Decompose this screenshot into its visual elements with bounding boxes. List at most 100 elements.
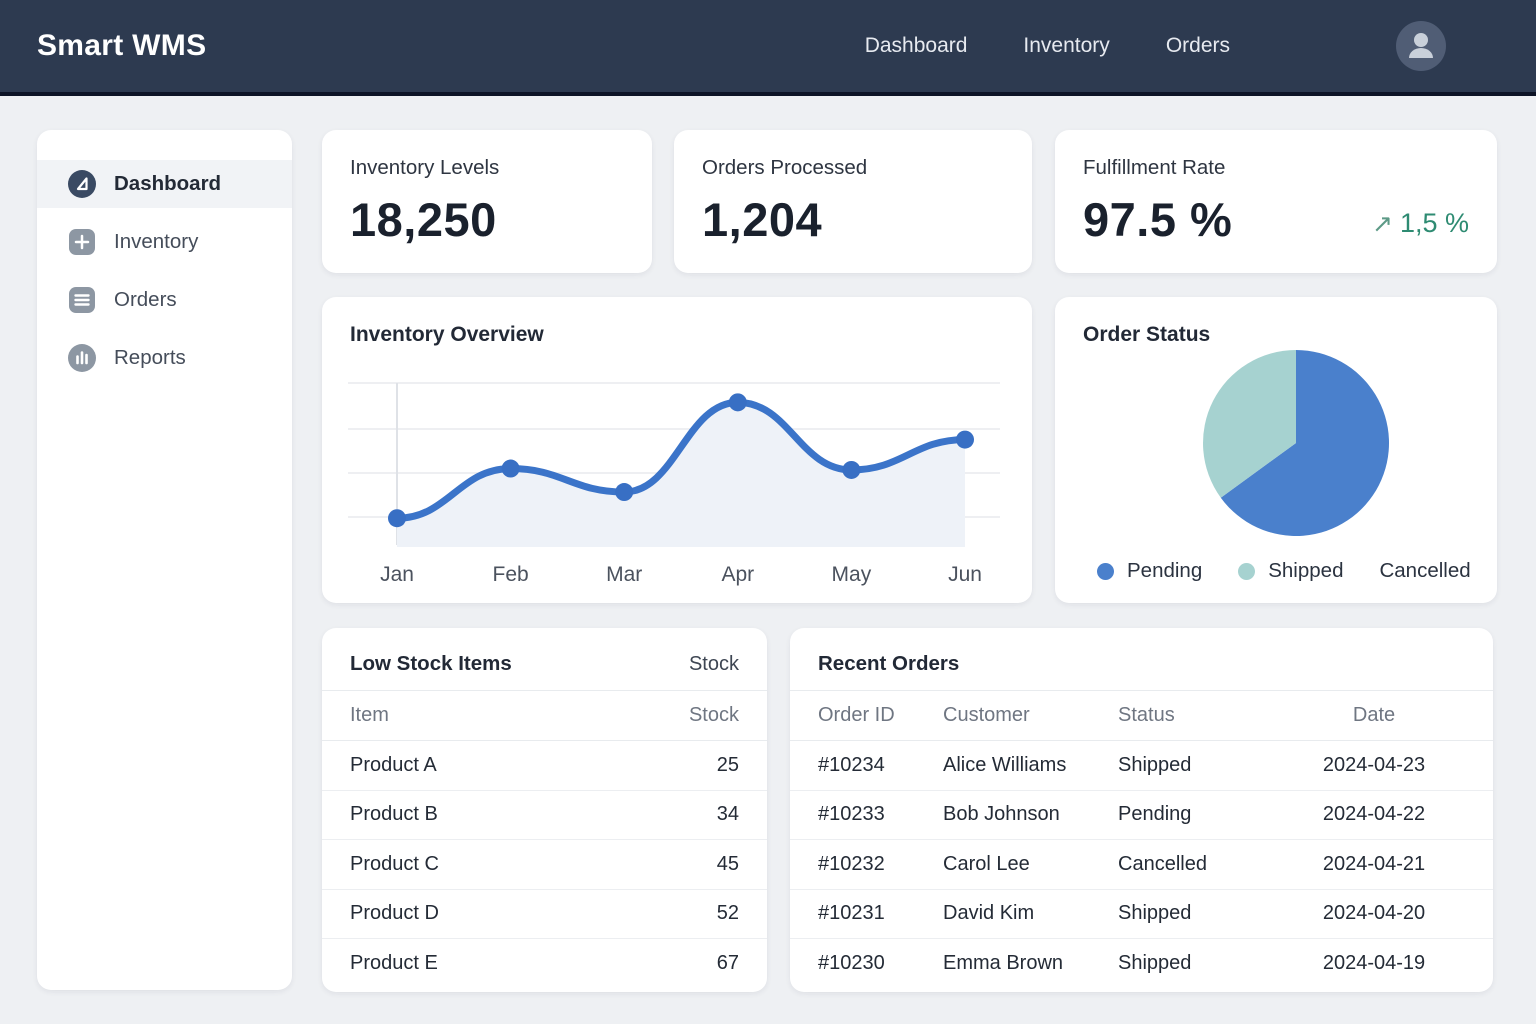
pie-slice-shipped	[1203, 350, 1296, 498]
sidebar-item-orders[interactable]: Orders	[37, 276, 292, 324]
table-row: Product E 67	[322, 939, 767, 988]
nav-dashboard[interactable]: Dashboard	[864, 34, 968, 57]
table-row: #10233 Bob Johnson Pending 2024-04-22	[790, 791, 1493, 840]
stat-card-orders-processed: Orders Processed 1,204	[674, 130, 1032, 273]
user-avatar[interactable]	[1396, 21, 1446, 71]
table-cell: 34	[716, 803, 739, 826]
sidebar-item-label: Inventory	[114, 230, 199, 253]
x-axis-label: May	[832, 563, 872, 586]
table-cell: 2024-04-23	[1322, 753, 1426, 776]
table-cell: Product D	[350, 902, 439, 925]
table-cell: 45	[716, 852, 739, 875]
x-axis-label: Feb	[493, 563, 529, 586]
table-cell: Cancelled	[1118, 852, 1207, 875]
x-axis-label: Jun	[948, 563, 982, 586]
chart-title: Inventory Overview	[350, 323, 544, 346]
column-header-order-id: Order ID	[818, 704, 895, 726]
table-cell: 67	[716, 951, 739, 974]
table-row: #10234 Alice Williams Shipped 2024-04-23	[790, 741, 1493, 791]
table-cell: #10234	[818, 753, 885, 776]
table-cell: Product A	[350, 753, 437, 776]
top-navigation-bar: Smart WMS Dashboard Inventory Orders	[0, 0, 1536, 96]
table-cell: Shipped	[1118, 902, 1192, 925]
recent-orders-rows: #10234 Alice Williams Shipped 2024-04-23 #10…	[790, 741, 1493, 988]
table-cell: Pending	[1118, 803, 1192, 826]
legend-label: Shipped	[1268, 559, 1344, 582]
recent-orders-card: Recent Orders Order ID Customer Status D…	[790, 628, 1493, 992]
table-cell: Emma Brown	[943, 951, 1064, 974]
sidebar-item-reports[interactable]: Reports	[37, 334, 292, 382]
sidebar-item-label: Orders	[114, 288, 177, 311]
table-cell: 2024-04-21	[1322, 852, 1426, 875]
table-cell: Alice Williams	[943, 753, 1067, 776]
x-axis-label: Jan	[380, 563, 414, 586]
table-cell: 25	[716, 753, 739, 776]
legend-item-cancelled: Cancelled	[1379, 559, 1470, 583]
stat-delta: ↗ 1,5 %	[1372, 208, 1469, 239]
x-axis-label: Mar	[606, 563, 642, 586]
sidebar-item-label: Reports	[114, 346, 186, 369]
sidebar-item-inventory[interactable]: Inventory	[37, 218, 292, 266]
table-cell: #10230	[818, 951, 885, 974]
nav-inventory[interactable]: Inventory	[1023, 34, 1110, 57]
top-nav: Dashboard Inventory Orders	[865, 34, 1230, 58]
column-header-stock: Stock	[688, 704, 739, 726]
table-cell: Product B	[350, 803, 438, 826]
column-header-date: Date	[1352, 704, 1396, 726]
table-row: Product C 45	[322, 840, 767, 890]
order-status-card: Order Status Pending Shipped Cancelled	[1055, 297, 1497, 603]
table-row: #10231 David Kim Shipped 2024-04-20	[790, 890, 1493, 939]
table-row: Product B 34	[322, 791, 767, 840]
table-row: Product A 25	[322, 741, 767, 791]
x-axis-label: Apr	[721, 563, 754, 586]
table-title: Low Stock Items	[350, 652, 512, 675]
sidebar-item-dashboard[interactable]: Dashboard	[37, 160, 292, 208]
table-row: #10230 Emma Brown Shipped 2024-04-19	[790, 939, 1493, 988]
table-column-headers: Item Stock	[322, 691, 767, 741]
table-cell: #10233	[818, 803, 885, 826]
table-cell: Shipped	[1118, 753, 1192, 776]
stat-card-inventory-levels: Inventory Levels 18,250	[322, 130, 652, 273]
person-icon	[1409, 33, 1433, 58]
plus-icon	[69, 229, 95, 255]
stat-label: Fulfillment Rate	[1083, 156, 1226, 179]
app-title: Smart WMS	[37, 29, 207, 62]
table-cell: 2024-04-22	[1322, 803, 1426, 826]
trend-up-icon: ↗	[1372, 209, 1393, 238]
column-header-customer: Customer	[943, 704, 1030, 726]
stat-label: Orders Processed	[702, 156, 868, 179]
stat-value: 97.5 %	[1083, 193, 1233, 246]
column-header-status: Status	[1118, 704, 1175, 726]
table-cell: David Kim	[943, 902, 1035, 925]
dashboard-icon	[68, 170, 96, 198]
sidebar: Dashboard Inventory Orders Reports	[37, 130, 292, 990]
low-stock-rows: Product A 25 Product B 34 Product C 45 Product…	[322, 741, 767, 988]
chart-title: Order Status	[1083, 323, 1211, 346]
table-column-headers: Order ID Customer Status Date	[790, 691, 1493, 741]
pie-legend: Pending Shipped Cancelled	[1097, 559, 1471, 583]
pie-slice-pending	[1220, 350, 1390, 536]
sidebar-item-label: Dashboard	[114, 172, 222, 195]
table-cell: Shipped	[1118, 951, 1192, 974]
legend-label: Pending	[1127, 559, 1203, 582]
table-row: #10232 Carol Lee Cancelled 2024-04-21	[790, 840, 1493, 890]
inventory-overview-card: Inventory Overview Jan Feb Mar Apr May Jun	[322, 297, 1032, 603]
table-cell: Carol Lee	[943, 852, 1030, 875]
table-cell: Bob Johnson	[943, 803, 1060, 826]
nav-orders[interactable]: Orders	[1165, 34, 1230, 57]
table-cell: Product E	[350, 951, 438, 974]
inventory-line-chart: Jan Feb Mar Apr May Jun	[348, 382, 1000, 586]
table-cell: 2024-04-20	[1322, 902, 1426, 925]
table-title: Recent Orders	[818, 652, 960, 675]
table-cell: #10231	[818, 902, 885, 925]
stat-delta-value: 1,5 %	[1399, 208, 1469, 238]
table-row: Product D 52	[322, 890, 767, 939]
table-cell: 2024-04-19	[1322, 951, 1426, 974]
stat-label: Inventory Levels	[350, 156, 500, 179]
legend-swatch	[1097, 562, 1114, 580]
table-cell: #10232	[818, 852, 885, 875]
bar-chart-icon	[68, 344, 96, 372]
legend-item-pending: Pending	[1097, 559, 1202, 583]
order-status-pie-chart	[1203, 350, 1390, 536]
list-icon	[69, 287, 95, 313]
